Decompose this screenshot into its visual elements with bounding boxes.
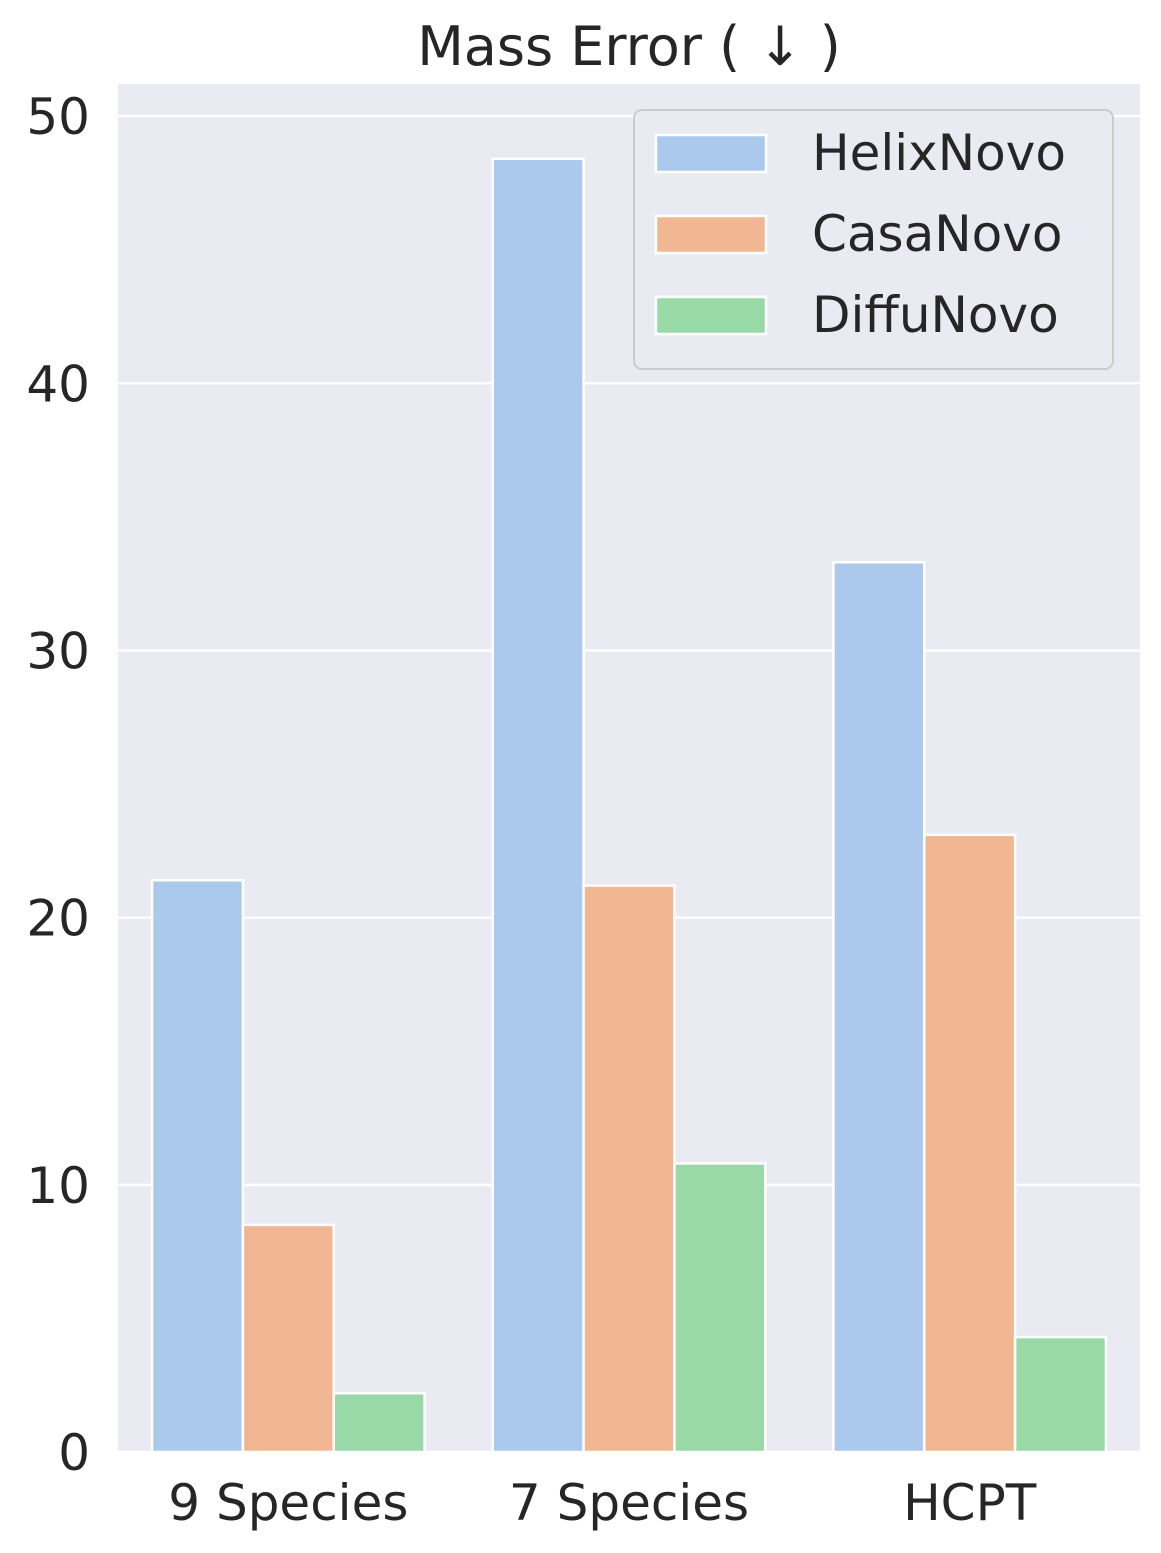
x-tick-label: 7 Species [509,1474,749,1532]
y-tick-label: 40 [26,355,90,413]
legend-swatch-helixnovo [654,133,768,174]
chart-title: Mass Error ( ↓ ) [417,15,841,78]
bar-casanovo-2 [582,884,676,1454]
y-axis-ticks: 0 10 20 30 40 50 [26,88,90,1482]
bar-helixnovo-1 [150,878,245,1454]
y-tick-label: 20 [26,890,90,948]
legend-label-casanovo: CasaNovo [812,205,1062,263]
y-tick-label: 10 [26,1157,90,1215]
y-tick-label: 30 [26,622,90,680]
legend-swatch-casanovo [654,214,768,255]
bar-casanovo-3 [922,833,1017,1454]
x-axis-ticks: 9 Species 7 Species HCPT [168,1474,1036,1532]
legend: HelixNovo CasaNovo DiffuNovo [633,109,1114,370]
bar-casanovo-1 [241,1223,336,1454]
bars [150,157,1108,1454]
y-tick-label: 0 [58,1424,90,1482]
bar-diffunovo-3 [1013,1335,1108,1454]
bar-diffunovo-1 [332,1391,426,1454]
bar-diffunovo-2 [673,1162,767,1454]
bar-helixnovo-3 [832,561,926,1454]
y-tick-label: 50 [26,88,90,146]
legend-label-helixnovo: HelixNovo [812,124,1066,182]
x-tick-label: 9 Species [168,1474,408,1532]
legend-swatch-diffunovo [654,295,768,336]
x-tick-label: HCPT [903,1474,1037,1532]
bar-helixnovo-2 [491,157,585,1454]
legend-label-diffunovo: DiffuNovo [812,286,1059,344]
